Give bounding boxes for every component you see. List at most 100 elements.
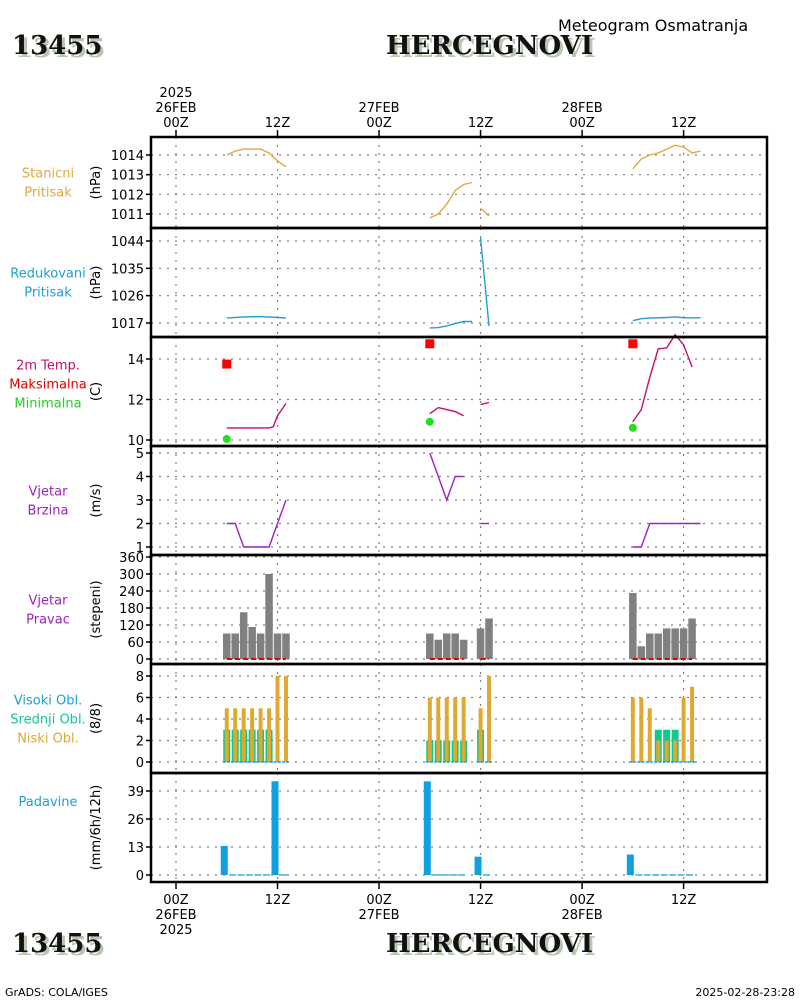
low-cloud-bar [478, 708, 483, 762]
ytick-label: 6 [136, 692, 144, 707]
ytick-label: 13 [127, 841, 144, 856]
xtick-label-bottom: 26FEB [155, 908, 196, 923]
series-line-segment [429, 320, 473, 329]
min-temp-marker [222, 434, 231, 443]
panel-frame [149, 771, 769, 884]
bar [451, 633, 459, 659]
ytick-label: 120 [119, 619, 144, 634]
y-axis-label: (8/8) [89, 703, 104, 734]
bar [637, 646, 646, 659]
xtick-label-bottom: 00Z [366, 893, 392, 908]
bar [237, 874, 245, 876]
bar [459, 639, 468, 659]
panel-legend-label: Minimalna [14, 397, 81, 412]
bar [654, 633, 662, 659]
frame-layer [146, 130, 769, 889]
bar [646, 633, 654, 659]
ytick-label: 0 [136, 653, 144, 668]
panel-frame [149, 135, 769, 230]
bar [662, 628, 671, 659]
xtick-label-top: 26FEB [155, 101, 196, 116]
footer-station-name-shadow: HERCEGNOVI [389, 932, 596, 962]
low-cloud-bar [250, 708, 255, 762]
bar [231, 633, 239, 659]
y-axis-label: (mm/6h/12h) [89, 785, 104, 871]
ytick-label: 1014 [111, 149, 144, 164]
panel-legend-label: Brzina [28, 504, 69, 519]
low-cloud-bar [427, 697, 432, 762]
bar [652, 874, 660, 876]
series-line-segment [632, 333, 693, 423]
footer-station-name: HERCEGNOVI [386, 929, 593, 959]
header-station-id-shadow: 13455 [15, 34, 105, 64]
ytick-label: 1011 [111, 208, 144, 223]
panel-frame [149, 444, 769, 557]
ytick-label: 1013 [111, 169, 144, 184]
bar [440, 874, 448, 876]
max-temp-marker [425, 339, 435, 349]
low-cloud-bar [444, 697, 449, 762]
bar [635, 874, 643, 876]
bar [239, 612, 248, 659]
ytick-label: 14 [127, 353, 144, 368]
bar [660, 874, 668, 876]
low-cloud-bar [233, 708, 238, 762]
min-temp-marker [425, 417, 434, 426]
ytick-label: 360 [119, 551, 144, 566]
y-axis-label: (hPa) [89, 166, 104, 200]
bar [279, 874, 287, 876]
y-axis-label: (m/s) [89, 484, 104, 518]
bar [246, 874, 254, 876]
series-line-segment [429, 452, 464, 503]
bar [273, 633, 282, 659]
ytick-label: 0 [136, 869, 144, 884]
bar [256, 633, 265, 659]
series-line-segment [632, 144, 701, 170]
bar [626, 854, 634, 875]
panel-legend-label: Visoki Obl. [14, 694, 82, 709]
y-axis-label: (hPa) [89, 266, 104, 300]
header-station-name: HERCEGNOVI [386, 31, 593, 61]
ytick-label: 8 [136, 670, 144, 685]
bar [432, 874, 440, 876]
bar [476, 628, 485, 659]
bar [434, 639, 443, 659]
panel-legend-label: Stanicni [22, 167, 74, 182]
xtick-label-bottom: 28FEB [562, 908, 603, 923]
xtick-label-bottom: 12Z [468, 893, 494, 908]
xtick-label-top: 12Z [468, 116, 494, 131]
panel-legend-label: Vjetar [29, 485, 69, 500]
panel-frame [149, 335, 769, 448]
series-line-segment [480, 401, 490, 406]
low-cloud-bar [681, 697, 686, 762]
ytick-label: 300 [119, 568, 144, 583]
ytick-label: 1026 [111, 290, 144, 305]
footer-credit: GrADS: COLA/IGES [5, 986, 108, 999]
ytick-label: 2 [136, 735, 144, 750]
panel-legend-label: Pritisak [24, 186, 72, 201]
low-cloud-bar [656, 740, 661, 762]
low-cloud-bar [453, 697, 458, 762]
xtick-label-top: 00Z [366, 116, 392, 131]
xtick-label-bottom: 00Z [569, 893, 595, 908]
footer-timestamp: 2025-02-28-23:28 [695, 986, 795, 999]
series-line-segment [226, 148, 287, 168]
xtick-label-top: 2025 [159, 86, 192, 101]
xtick-label-bottom: 12Z [671, 893, 697, 908]
panel-legend-label: Niski Obl. [17, 732, 79, 747]
bar [686, 874, 694, 876]
ytick-label: 1035 [111, 262, 144, 277]
ytick-label: 240 [119, 585, 144, 600]
panel-frame [149, 226, 769, 339]
bar [263, 874, 271, 876]
bar [449, 874, 457, 876]
ytick-label: 26 [127, 813, 144, 828]
data-layer [220, 144, 701, 876]
min-temp-marker [628, 423, 637, 432]
header-subtitle: Meteogram Osmatranja [558, 16, 748, 35]
footer-station-id: 13455 [12, 929, 102, 959]
ytick-label: 60 [127, 636, 144, 651]
panel-legend-label: Maksimalna [9, 378, 87, 393]
bar [254, 874, 262, 876]
